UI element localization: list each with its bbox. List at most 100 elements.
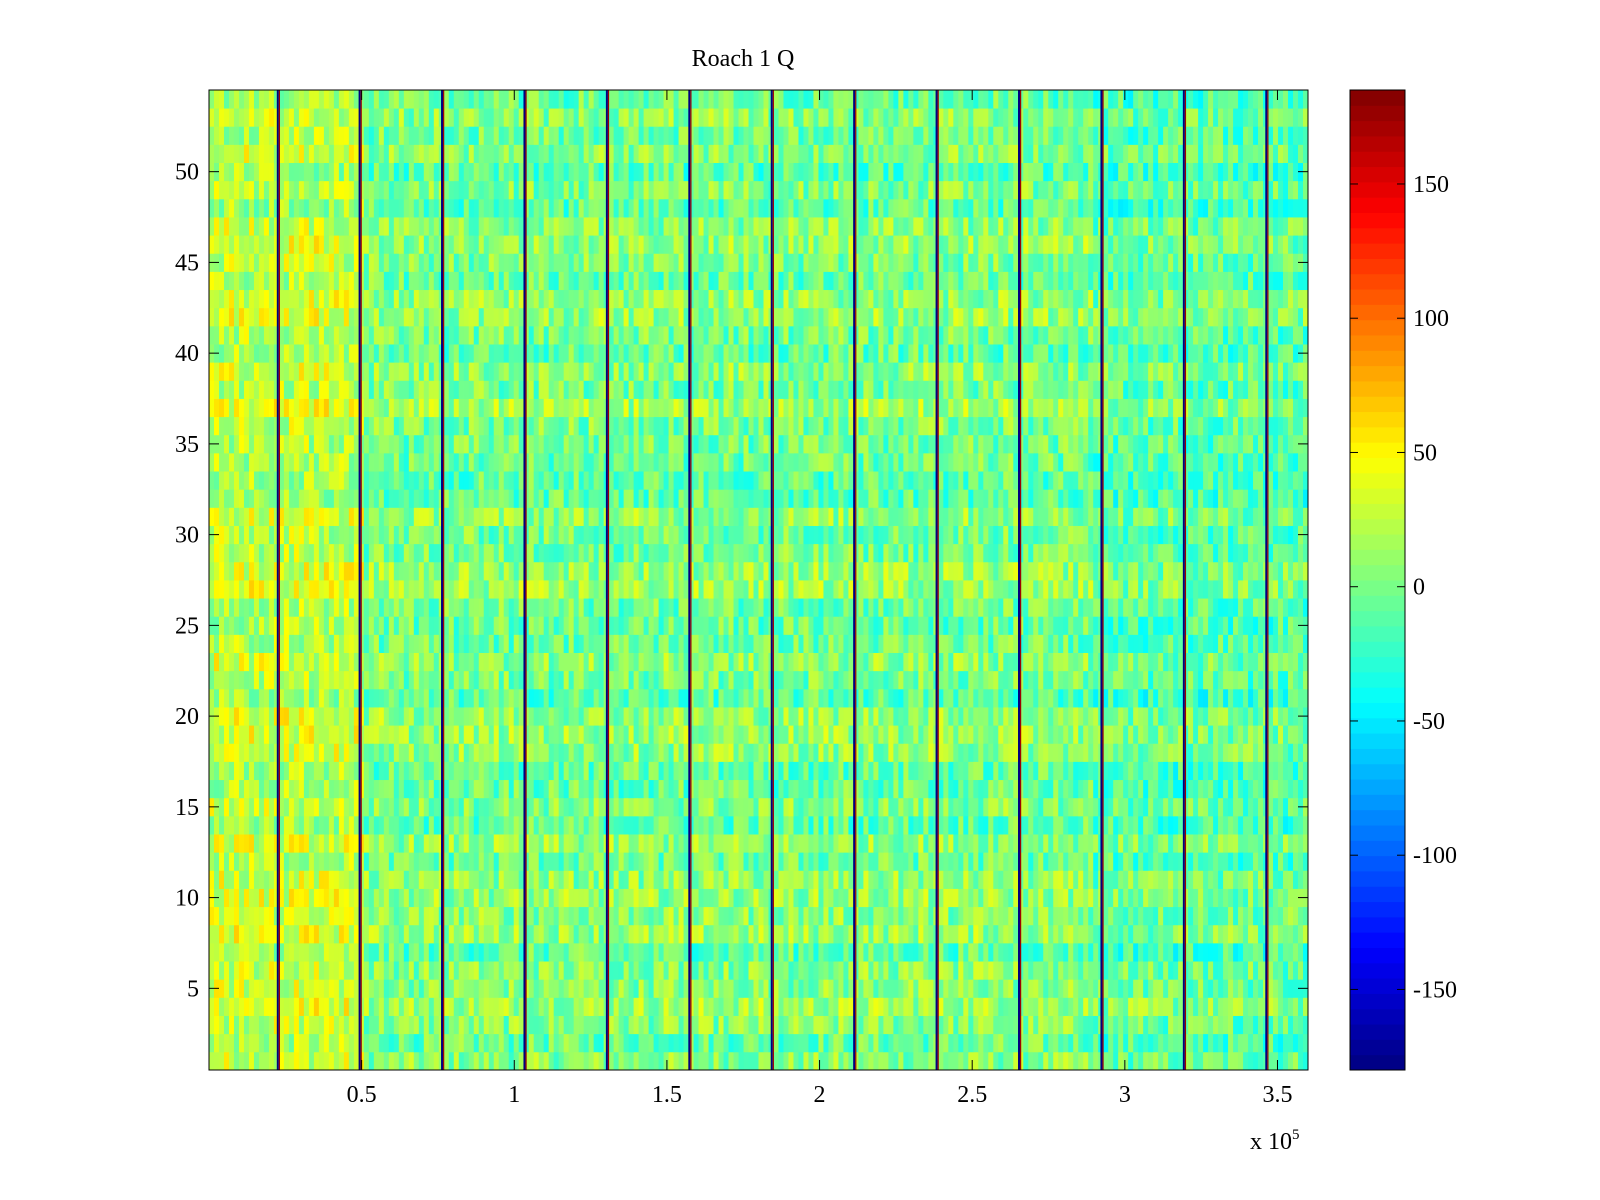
heatmap-cell bbox=[348, 779, 355, 799]
heatmap-cell bbox=[783, 815, 789, 835]
heatmap-cell bbox=[1248, 688, 1254, 708]
heatmap-cell bbox=[943, 797, 949, 817]
heatmap-cell bbox=[808, 1051, 814, 1071]
heatmap-cell bbox=[1273, 707, 1279, 726]
heatmap-cell bbox=[918, 652, 924, 672]
heatmap-cell bbox=[973, 1051, 979, 1071]
heatmap-cell bbox=[468, 942, 475, 962]
heatmap-cell bbox=[463, 834, 470, 853]
heatmap-cell bbox=[1293, 942, 1299, 962]
heatmap-cell bbox=[508, 979, 515, 998]
heatmap-cell bbox=[593, 652, 600, 672]
heatmap-cell bbox=[393, 1051, 400, 1071]
heatmap-cell bbox=[943, 852, 949, 871]
heatmap-cell bbox=[288, 761, 295, 781]
heatmap-cell bbox=[683, 979, 689, 998]
heatmap-cell bbox=[628, 779, 635, 799]
heatmap-cell bbox=[403, 707, 410, 726]
heatmap-cell bbox=[258, 743, 265, 762]
heatmap-cell bbox=[298, 815, 305, 835]
heatmap-cell bbox=[733, 942, 739, 962]
heatmap-cell bbox=[298, 779, 305, 799]
heatmap-cell bbox=[1303, 906, 1309, 926]
heatmap-cell bbox=[1278, 924, 1284, 944]
heatmap-cell bbox=[633, 997, 640, 1016]
heatmap-cell bbox=[1058, 924, 1064, 944]
heatmap-cell bbox=[943, 725, 949, 744]
heatmap-cell bbox=[958, 815, 964, 835]
heatmap-cell bbox=[1288, 707, 1294, 726]
heatmap-cell bbox=[428, 942, 435, 962]
heatmap-cell bbox=[1088, 797, 1094, 817]
heatmap-cell bbox=[1253, 942, 1259, 962]
heatmap-cell bbox=[1213, 797, 1219, 817]
heatmap-cell bbox=[1168, 761, 1174, 781]
heatmap-cell bbox=[1038, 1033, 1044, 1053]
heatmap-cell bbox=[238, 652, 245, 672]
heatmap-cell bbox=[368, 834, 375, 853]
heatmap-cell bbox=[993, 761, 999, 781]
heatmap-cell bbox=[318, 942, 325, 962]
heatmap-cell bbox=[218, 652, 225, 672]
heatmap-cell bbox=[553, 1033, 560, 1053]
heatmap-cell bbox=[658, 761, 664, 781]
heatmap-cell bbox=[388, 797, 395, 817]
heatmap-cell bbox=[488, 688, 495, 708]
heatmap-cell bbox=[273, 725, 280, 744]
heatmap-cell bbox=[773, 743, 779, 762]
heatmap-cell bbox=[883, 924, 889, 944]
heatmap-cell bbox=[268, 834, 275, 853]
heatmap-cell bbox=[908, 888, 914, 908]
heatmap-cell bbox=[303, 815, 310, 835]
heatmap-cell bbox=[858, 725, 864, 744]
heatmap-cell bbox=[298, 979, 305, 998]
heatmap-cell bbox=[943, 779, 949, 799]
heatmap-cell bbox=[838, 761, 844, 781]
heatmap-cell bbox=[833, 888, 839, 908]
heatmap-cell bbox=[918, 888, 924, 908]
heatmap-cell bbox=[228, 707, 235, 726]
heatmap-cell bbox=[1228, 1015, 1234, 1035]
heatmap-cell bbox=[948, 852, 954, 871]
heatmap-cell bbox=[1163, 997, 1169, 1016]
heatmap-cell bbox=[363, 743, 370, 762]
heatmap-cell bbox=[943, 924, 949, 944]
heatmap-cell bbox=[1253, 1051, 1259, 1071]
heatmap-cell bbox=[258, 870, 265, 889]
heatmap-cell bbox=[1023, 942, 1029, 962]
heatmap-cell bbox=[373, 815, 380, 835]
heatmap-cell bbox=[628, 743, 635, 762]
heatmap-cell bbox=[878, 870, 884, 889]
heatmap-cell bbox=[828, 779, 834, 799]
heatmap-cell bbox=[1198, 725, 1204, 744]
heatmap-cell bbox=[908, 1051, 914, 1071]
heatmap-cell bbox=[928, 797, 934, 817]
heatmap-cell bbox=[1188, 725, 1194, 744]
heatmap-cell bbox=[1213, 725, 1219, 744]
heatmap-cell bbox=[263, 652, 270, 672]
heatmap-cell bbox=[1173, 961, 1179, 980]
heatmap-cell bbox=[763, 725, 769, 744]
heatmap-cell bbox=[363, 1015, 370, 1035]
heatmap-cell bbox=[713, 1033, 719, 1053]
heatmap-cell bbox=[658, 670, 664, 690]
heatmap-cell bbox=[1073, 979, 1079, 998]
heatmap-cell bbox=[238, 979, 245, 998]
heatmap-cell bbox=[478, 725, 485, 744]
heatmap-cell bbox=[638, 779, 645, 799]
heatmap-cell bbox=[1133, 779, 1139, 799]
heatmap-cell bbox=[1228, 779, 1234, 799]
heatmap-cell bbox=[778, 1051, 784, 1071]
heatmap-cell bbox=[1153, 1015, 1159, 1035]
heatmap-cell bbox=[253, 979, 260, 998]
heatmap-cell bbox=[1233, 834, 1239, 853]
heatmap-cell bbox=[983, 834, 989, 853]
heatmap-cell bbox=[973, 961, 979, 980]
heatmap-cell bbox=[223, 652, 230, 672]
heatmap-cell bbox=[228, 834, 235, 853]
heatmap-cell bbox=[893, 1015, 899, 1035]
heatmap-cell bbox=[563, 688, 570, 708]
heatmap-cell bbox=[1238, 779, 1244, 799]
heatmap-cell bbox=[633, 761, 640, 781]
heatmap-cell bbox=[913, 743, 919, 762]
